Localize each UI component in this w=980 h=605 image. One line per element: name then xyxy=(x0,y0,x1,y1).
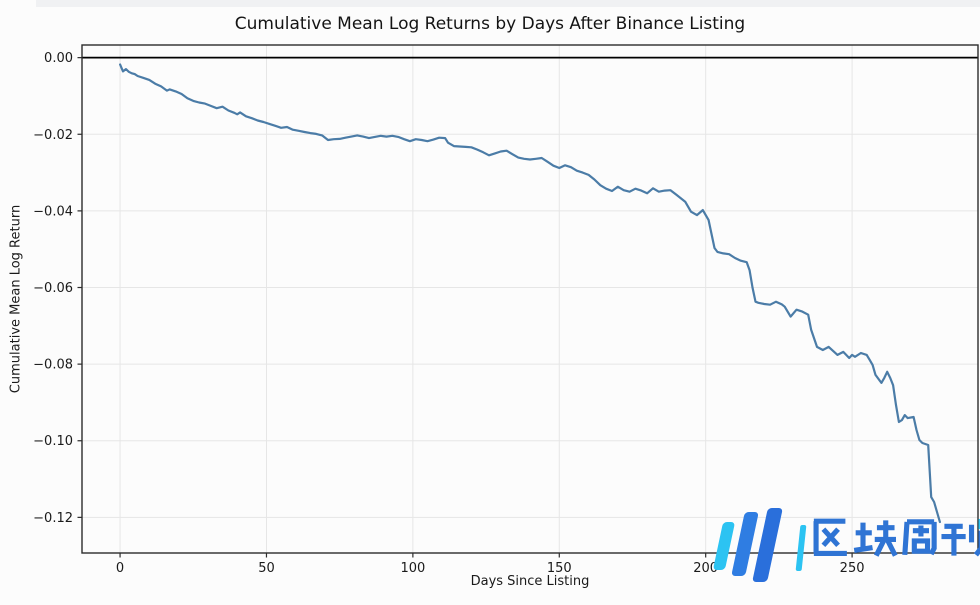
x-tick-label: 250 xyxy=(840,561,865,576)
series-line xyxy=(118,63,942,524)
x-tick-label: 100 xyxy=(400,561,425,576)
x-tick-label: 0 xyxy=(116,561,124,576)
x-tick-label: 150 xyxy=(547,561,572,576)
y-tick-label: −0.04 xyxy=(33,204,73,219)
screenshot-edge-artifact xyxy=(36,0,980,7)
x-tick-label: 200 xyxy=(693,561,718,576)
logo-cyan-accent xyxy=(795,525,807,571)
axes-frame xyxy=(81,44,979,554)
y-tick-label: −0.08 xyxy=(33,358,73,373)
x-tick-label: 50 xyxy=(258,561,275,576)
x-axis-label: Days Since Listing xyxy=(470,574,590,589)
chart-title: Cumulative Mean Log Returns by Days Afte… xyxy=(234,14,746,34)
watermark-char-kan xyxy=(941,518,980,557)
watermark-logo-bars-icon xyxy=(712,508,783,582)
y-tick-label: 0.00 xyxy=(44,51,73,66)
watermark-char-qu xyxy=(813,518,847,556)
watermark-char-zhou xyxy=(902,519,937,556)
y-tick-label: −0.02 xyxy=(33,128,73,143)
watermark xyxy=(712,498,980,588)
y-tick-label: −0.12 xyxy=(33,511,73,526)
watermark-char-kuai xyxy=(853,520,898,557)
y-tick-label: −0.06 xyxy=(33,281,73,296)
y-tick-label: −0.10 xyxy=(33,434,73,449)
watermark-text xyxy=(813,518,980,557)
logo-bar-cyan xyxy=(712,522,736,570)
